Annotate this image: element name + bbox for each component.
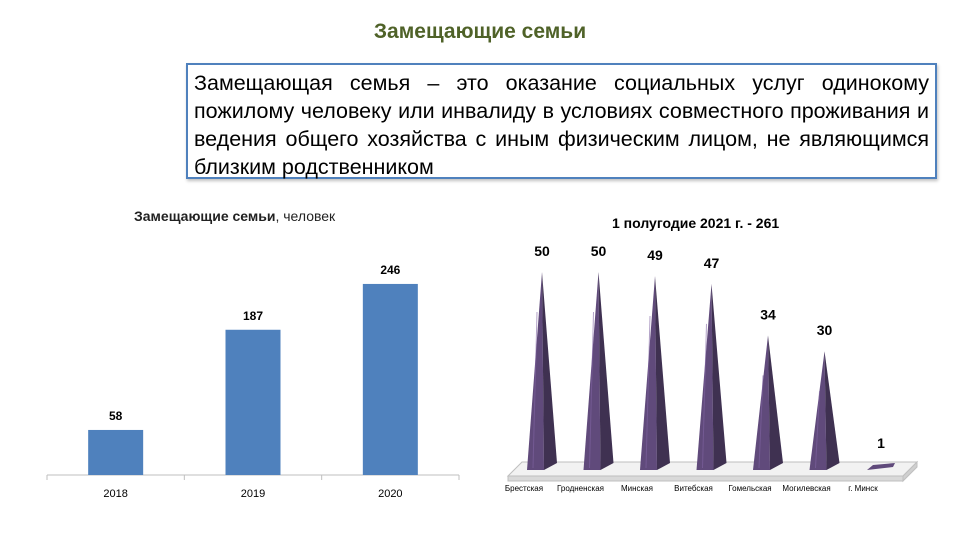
x-tick-label: 2020 (378, 488, 402, 500)
cone-side-face (768, 335, 783, 470)
data-label: 47 (704, 255, 720, 271)
left-chart-title-bold: Замещающие семьи (134, 208, 276, 224)
data-label: 187 (243, 309, 263, 323)
right-chart-title: 1 полугодие 2021 г. - 261 (612, 215, 780, 231)
x-tick-label: 2018 (103, 488, 127, 500)
left-chart-title-rest: , человек (275, 208, 336, 224)
cone-side-face (711, 283, 727, 470)
data-label: 34 (760, 306, 776, 322)
cone-highlight (532, 311, 538, 469)
x-tick-label: 2019 (241, 488, 265, 500)
data-label: 50 (534, 243, 550, 259)
cone-Могилевская (809, 351, 840, 470)
bar-2019 (225, 329, 281, 475)
cone-side-face (542, 272, 557, 470)
cone-Гродненская (583, 272, 614, 470)
cone-Брестская (527, 272, 557, 470)
data-label: 49 (647, 247, 663, 263)
slide-title: Замещающие семьи (373, 20, 587, 43)
cone-г. Минск (867, 463, 895, 470)
definition-box: Замещающая семья – это оказание социальн… (186, 63, 937, 179)
bar-2018 (88, 429, 144, 475)
cone-flat (867, 463, 895, 470)
cone-Гомельская (753, 335, 783, 470)
floor-front (507, 475, 904, 482)
cone-highlight (589, 311, 594, 469)
data-label: 50 (591, 243, 607, 259)
floor-side (902, 460, 918, 483)
x-tick-label: Брестская (505, 484, 543, 493)
cone-highlight (758, 375, 764, 469)
cone-highlight (702, 323, 707, 469)
x-tick-label: г. Минск (848, 484, 878, 493)
data-label: 246 (380, 263, 400, 277)
cone-highlight (815, 391, 820, 469)
cone-highlight (645, 315, 651, 469)
x-tick-label: Витебская (674, 484, 713, 493)
x-tick-label: Минская (621, 484, 653, 493)
data-label: 30 (817, 322, 833, 338)
data-label: 58 (109, 409, 123, 423)
cone-Минская (640, 275, 670, 470)
data-label: 1 (877, 435, 885, 451)
x-tick-label: Гомельская (728, 484, 771, 493)
cone-side-face (598, 272, 614, 470)
left-chart-title: Замещающие семьи, человек (134, 208, 335, 224)
cone-side-face (655, 275, 670, 470)
x-tick-label: Гродненская (557, 484, 604, 493)
cone-side-face (824, 351, 840, 470)
bar-2020 (362, 283, 418, 475)
x-tick-label: Могилевская (782, 484, 830, 493)
cone-Витебская (696, 283, 727, 470)
